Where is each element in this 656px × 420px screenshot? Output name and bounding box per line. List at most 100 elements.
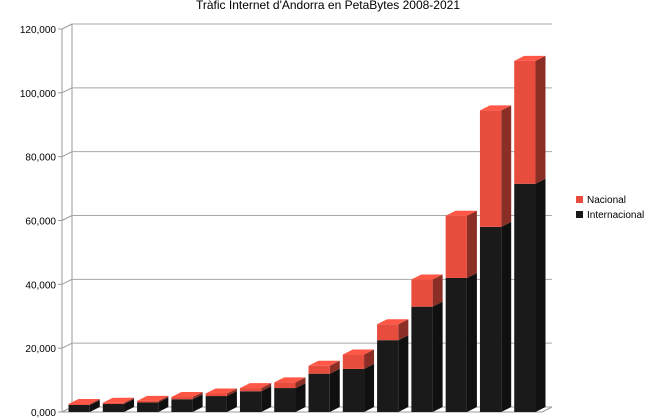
bar-internacional-2020	[479, 221, 512, 412]
bar-front-face	[411, 279, 433, 307]
bar-front-face	[137, 402, 159, 412]
legend-swatch	[576, 196, 583, 203]
bar-side-face	[329, 368, 340, 412]
bar-nacional-2010	[137, 395, 169, 403]
bar-side-face	[89, 399, 100, 412]
bar-top-face	[308, 360, 340, 366]
bar-front-face	[514, 183, 536, 412]
bar-nacional-2012	[205, 388, 237, 397]
bar-side-face	[261, 383, 272, 392]
bar-front-face	[171, 399, 193, 412]
legend-label: Nacional	[587, 195, 626, 206]
bar-side-face	[535, 55, 546, 184]
bar-top-face	[205, 388, 237, 394]
bar-side-face	[329, 360, 340, 374]
bar-front-face	[445, 215, 467, 278]
bar-side-face	[398, 319, 409, 341]
bar-internacional-2016	[342, 363, 375, 412]
bar-nacional-2014	[274, 377, 306, 389]
chart-title: Tràfic Internet d'Andorra en PetaBytes 2…	[196, 0, 460, 12]
grid-line-depth	[61, 278, 73, 285]
bar-internacional-2011	[171, 394, 203, 412]
bar-internacional-2019	[445, 272, 477, 412]
y-tick-label: 80,000	[25, 153, 56, 164]
bar-side-face	[432, 274, 443, 307]
bar-front-face	[205, 396, 227, 412]
bar-internacional-2021	[514, 178, 546, 412]
bar-top-face	[274, 377, 306, 383]
bar-front-face	[239, 388, 262, 392]
bar-internacional-2014	[274, 383, 306, 412]
legend: Nacional Internacional	[576, 195, 644, 221]
bar-side-face	[192, 394, 203, 412]
y-tick-label: 60,000	[25, 217, 56, 228]
bar-nacional-2021	[514, 55, 546, 184]
grid-line-depth	[61, 23, 73, 30]
bar-side-face	[226, 391, 237, 412]
legend-swatch	[576, 211, 583, 218]
bar-front-face	[274, 382, 296, 389]
bar-front-face	[102, 404, 125, 412]
bar-internacional-2015	[308, 368, 340, 412]
bar-front-face	[479, 226, 502, 412]
bar-side-face	[432, 301, 443, 412]
bar-top-face	[377, 319, 409, 325]
bar-internacional-2018	[411, 301, 443, 412]
bar-side-face	[295, 383, 306, 412]
bar-nacional-2019	[445, 210, 477, 278]
bar-side-face	[124, 399, 135, 412]
bar-top-face	[445, 210, 477, 216]
bar-front-face	[342, 368, 365, 412]
grid-line-depth	[61, 215, 73, 221]
bar-top-face	[411, 274, 443, 280]
bar-front-face	[68, 404, 90, 405]
y-axis: 0,000 20,000 40,000 60,000 80,000 100,000 120,…	[20, 25, 62, 419]
bar-top-face	[171, 391, 203, 397]
bar-front-face	[137, 400, 159, 403]
bar-front-face	[377, 324, 399, 341]
bar-front-face	[308, 365, 330, 374]
bar-front-face	[239, 391, 262, 412]
bar-side-face	[158, 397, 169, 412]
bar-nacional-2016	[342, 349, 375, 369]
bar-top-face	[68, 399, 100, 405]
y-tick-label: 100,000	[20, 89, 57, 100]
bar-internacional-2010	[137, 397, 169, 412]
bar-front-face	[68, 404, 90, 412]
bar-internacional-2017	[377, 335, 409, 412]
bar-side-face	[89, 399, 100, 405]
bar-side-face	[158, 395, 169, 403]
y-tick-label: 120,000	[20, 25, 57, 36]
bar-internacional-2012	[205, 391, 237, 412]
y-tick-label: 40,000	[25, 280, 56, 291]
legend-item-internacional: Internacional	[576, 210, 644, 221]
bar-side-face	[501, 221, 512, 412]
bar-front-face	[205, 393, 227, 397]
bar-front-face	[102, 402, 125, 405]
bar-front-face	[377, 340, 399, 412]
bars-group	[68, 55, 546, 412]
bar-side-face	[192, 391, 203, 400]
legend-item-nacional: Nacional	[576, 195, 626, 206]
bar-side-face	[364, 349, 375, 369]
bar-nacional-2009	[102, 397, 135, 405]
bar-front-face	[411, 306, 433, 412]
bar-nacional-2020	[479, 105, 512, 227]
bar-side-face	[501, 105, 512, 227]
bar-side-face	[295, 377, 306, 389]
bar-top-face	[239, 383, 272, 389]
bar-internacional-2009	[102, 399, 135, 412]
bar-nacional-2011	[171, 391, 203, 400]
bar-internacional-2013	[239, 386, 272, 412]
bar-nacional-2013	[239, 383, 272, 392]
grid-line-depth	[61, 342, 73, 349]
bar-front-face	[479, 110, 502, 227]
bar-front-face	[445, 277, 467, 412]
bar-nacional-2015	[308, 360, 340, 374]
bar-front-face	[308, 373, 330, 412]
bar-top-face	[102, 397, 135, 403]
bar-side-face	[226, 388, 237, 397]
grid-lines	[61, 23, 553, 413]
bar-side-face	[535, 178, 546, 412]
